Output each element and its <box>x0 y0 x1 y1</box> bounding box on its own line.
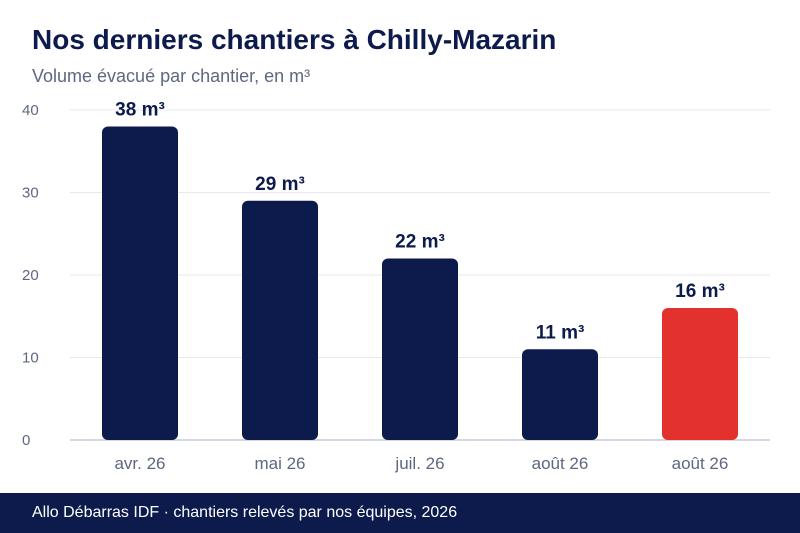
x-tick-label: août 26 <box>532 454 589 473</box>
y-tick-label: 10 <box>22 350 39 367</box>
y-tick-label: 20 <box>22 267 39 284</box>
data-label: 38 m³ <box>115 100 165 121</box>
page-subtitle: Volume évacué par chantier, en m³ <box>32 66 311 86</box>
bar-5 <box>662 308 738 440</box>
y-tick-label: 30 <box>22 185 39 202</box>
bar-3 <box>382 258 458 440</box>
x-tick-label: juil. 26 <box>394 454 444 473</box>
data-label: 29 m³ <box>255 174 305 195</box>
data-label: 22 m³ <box>395 232 445 253</box>
bar-chart: 0 10 20 30 40 38 m³ avr. 26 29 m³ mai 26 22 m³ jui… <box>22 100 770 473</box>
x-tick-label: mai 26 <box>254 454 305 473</box>
footer-bar: Allo Débarras IDF · chantiers relevés pa… <box>0 493 800 533</box>
y-tick-label: 0 <box>22 432 30 449</box>
x-tick-label: août 26 <box>672 454 729 473</box>
bar-4 <box>522 349 598 440</box>
y-tick-label: 40 <box>22 102 39 119</box>
bar-2 <box>242 200 318 440</box>
x-tick-label: avr. 26 <box>114 454 165 473</box>
page-title: Nos derniers chantiers à Chilly-Mazarin <box>32 24 557 55</box>
data-label: 11 m³ <box>536 322 585 343</box>
bar-1 <box>102 126 178 440</box>
data-label: 16 m³ <box>675 281 725 302</box>
footer-source: Allo Débarras IDF · chantiers relevés pa… <box>32 504 458 521</box>
